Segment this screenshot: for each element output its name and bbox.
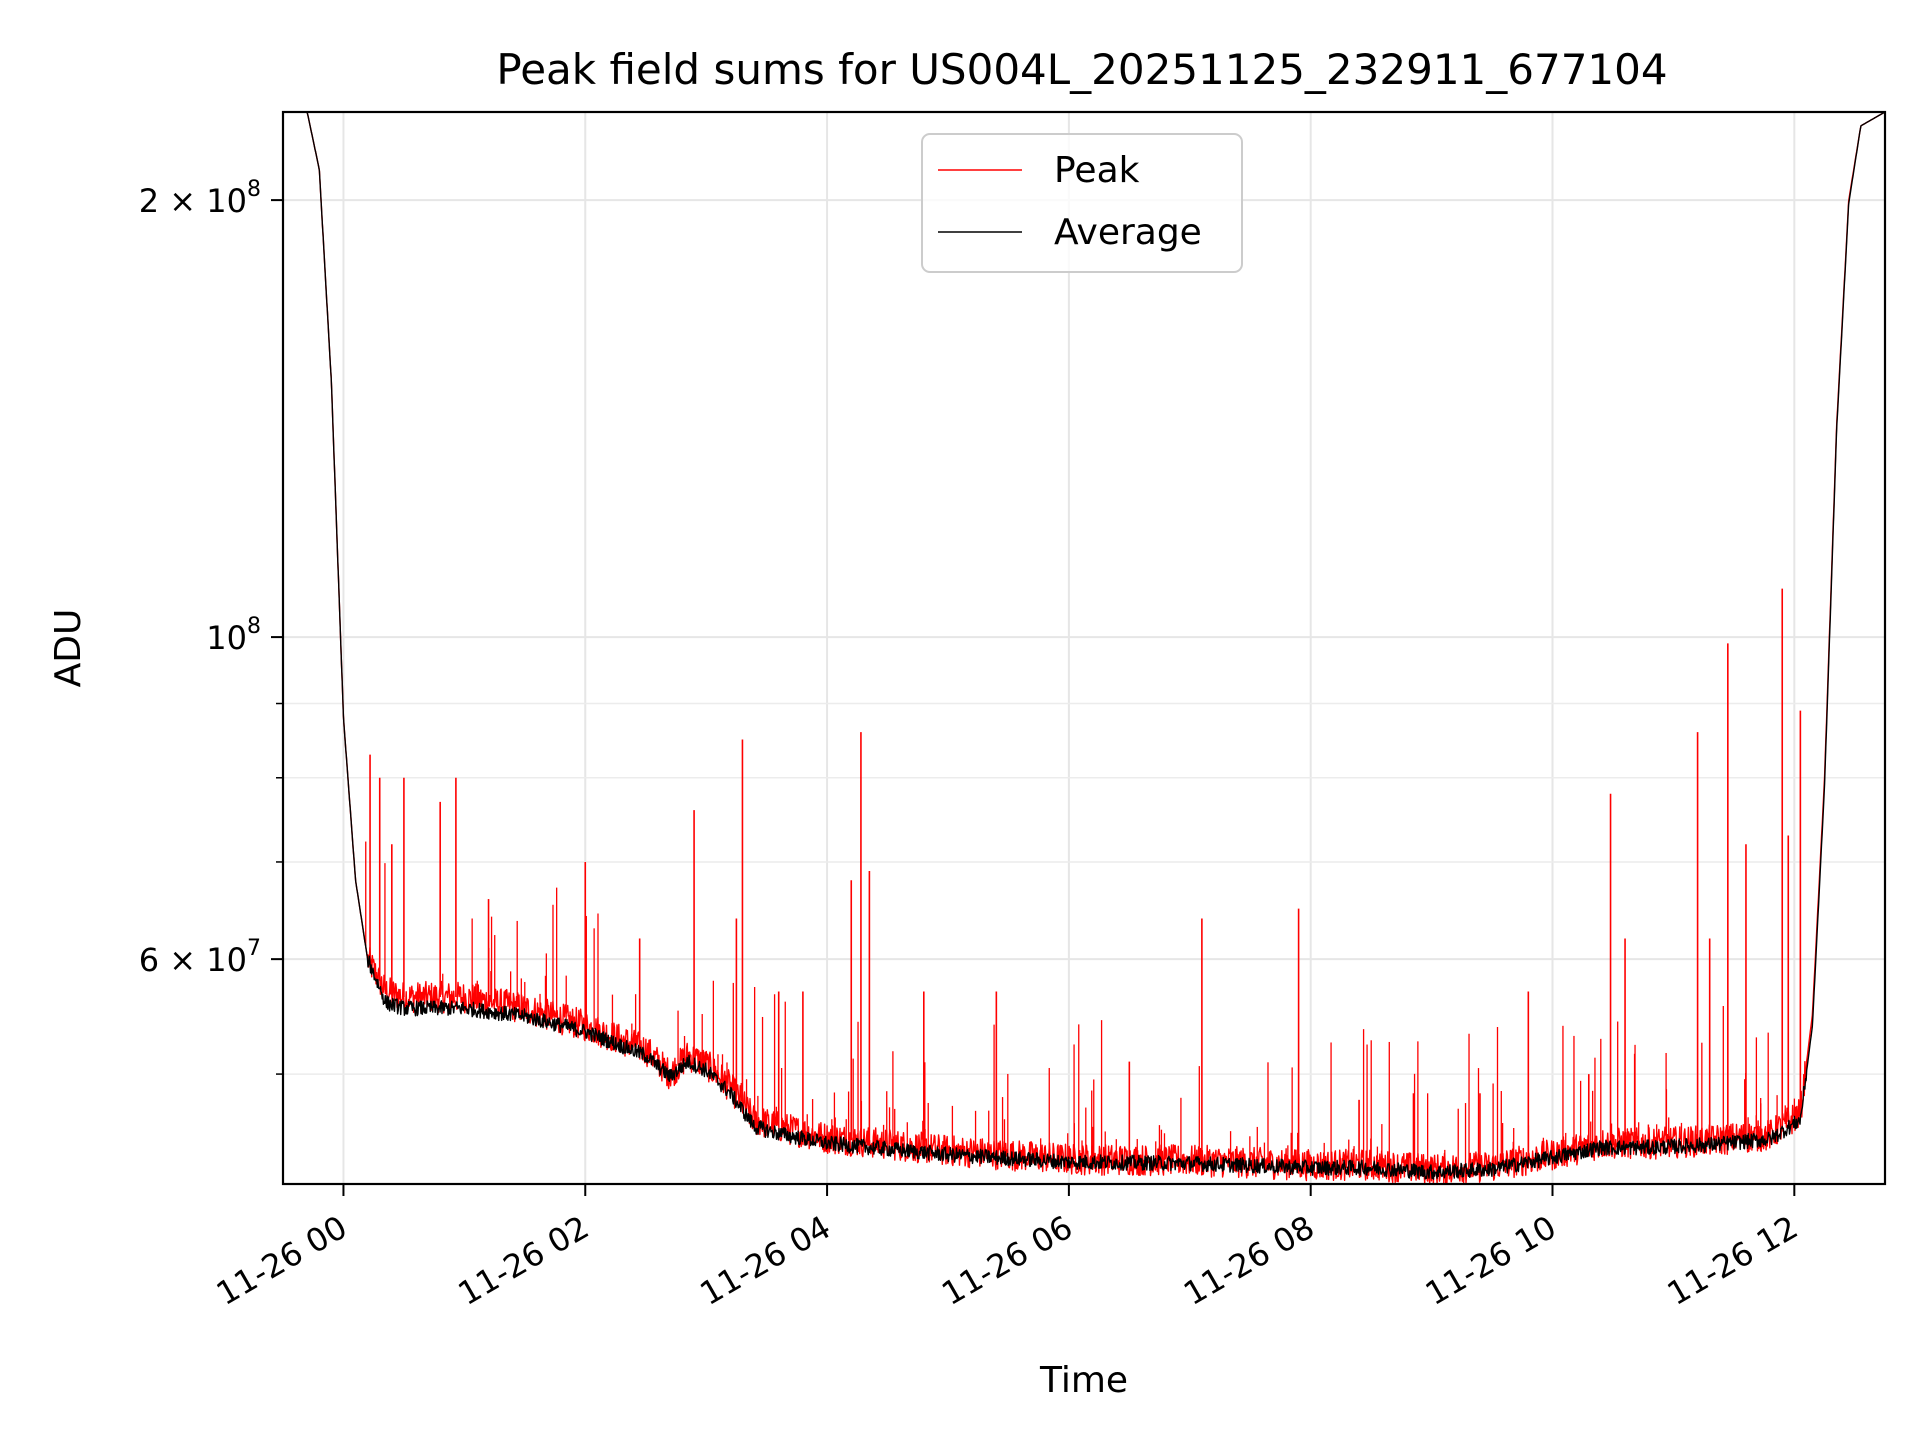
chart-title: Peak field sums for US004L_20251125_2329…	[496, 45, 1667, 94]
axes-frame	[281, 110, 1887, 1186]
series-line-average	[283, 112, 1885, 1180]
legend: Peak Average	[921, 133, 1243, 273]
legend-box	[921, 133, 1243, 273]
y-axis-label: ADU	[48, 609, 89, 688]
x-axis-label: Time	[1039, 1360, 1128, 1401]
legend-peak-label: Peak	[1054, 150, 1140, 191]
y-tick-label: 6 × 107	[139, 936, 261, 979]
y-tick-label: 2 × 108	[139, 177, 261, 220]
y-tick-label: 108	[206, 614, 261, 657]
ticks	[271, 199, 1796, 1196]
legend-average-label: Average	[1054, 212, 1202, 253]
